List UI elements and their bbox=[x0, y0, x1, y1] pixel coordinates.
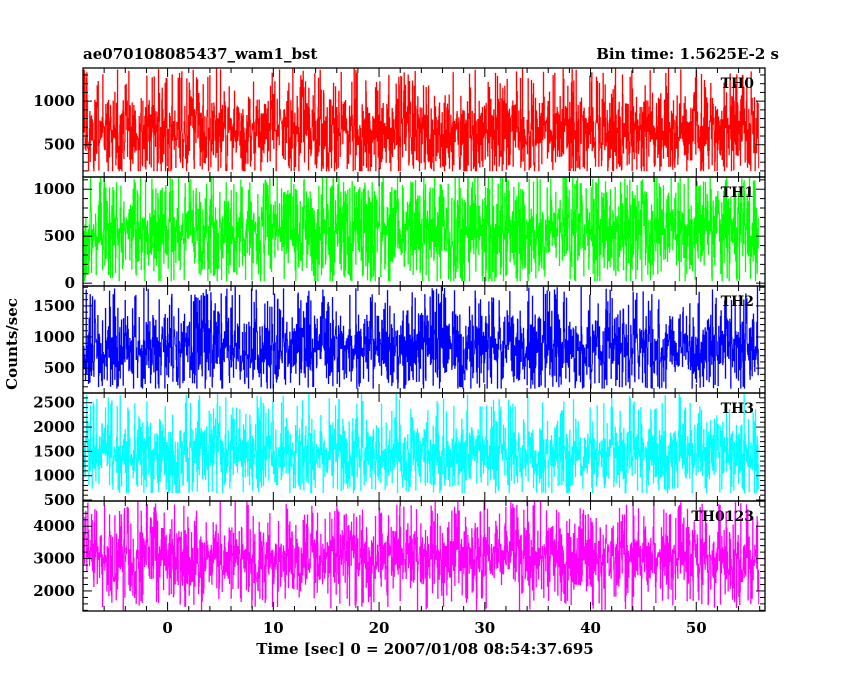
panel-label-th2: TH2 bbox=[721, 294, 754, 310]
panel-th0: 500 1000 TH0 bbox=[33, 67, 766, 178]
y-tick-label: 2000 bbox=[33, 418, 75, 436]
y-tick-label: 3000 bbox=[33, 550, 75, 568]
series-trace-th0123 bbox=[83, 501, 760, 611]
panel-frame bbox=[82, 500, 766, 612]
y-tick-label: 500 bbox=[44, 136, 75, 154]
bin-time: Bin time: 1.5625E-2 s bbox=[596, 45, 779, 63]
y-tick-label: 1000 bbox=[33, 467, 75, 485]
source-name: ae070108085437_wam1_bst bbox=[83, 45, 317, 63]
panel-th2: 500 1000 1500 TH2 bbox=[33, 285, 766, 394]
y-tick-label: 0 bbox=[65, 274, 75, 292]
x-axis-label: Time [sec] 0 = 2007/01/08 08:54:37.695 bbox=[256, 640, 593, 658]
x-tick-label: 20 bbox=[369, 619, 390, 637]
series-trace-th2 bbox=[83, 286, 760, 389]
y-tick-label: 1500 bbox=[33, 297, 75, 315]
panel-th0123: 2000 3000 4000 TH0123 bbox=[33, 500, 766, 612]
series-trace-th3 bbox=[83, 393, 760, 494]
y-tick-label: 1000 bbox=[33, 92, 75, 110]
y-tick-label: 1500 bbox=[33, 442, 75, 460]
x-tick-label: 40 bbox=[580, 619, 601, 637]
y-tick-label: 2000 bbox=[33, 582, 75, 600]
panel-label-th1: TH1 bbox=[721, 185, 754, 201]
series-trace-th1 bbox=[83, 177, 760, 282]
panel-label-th0: TH0 bbox=[721, 76, 755, 92]
y-tick-label: 1000 bbox=[33, 180, 75, 198]
y-tick-label: 2500 bbox=[33, 394, 75, 412]
x-tick-label: 50 bbox=[686, 619, 707, 637]
y-tick-label: 500 bbox=[44, 359, 75, 377]
panel-th3: 500 1000 1500 2000 2500 TH3 bbox=[33, 392, 766, 509]
x-tick-label: 10 bbox=[263, 619, 284, 637]
panel-label-th0123: TH0123 bbox=[691, 509, 754, 525]
y-axis-label: Counts/sec bbox=[3, 298, 21, 390]
x-tick-label: 0 bbox=[162, 619, 172, 637]
y-tick-label: 1000 bbox=[33, 328, 75, 346]
panel-label-th3: TH3 bbox=[721, 401, 754, 417]
y-tick-label: 4000 bbox=[33, 517, 75, 535]
y-tick-label: 500 bbox=[44, 491, 75, 509]
series-trace-th0 bbox=[83, 68, 760, 172]
panel-th1: 0 500 1000 TH1 bbox=[33, 176, 766, 292]
x-tick-label: 30 bbox=[474, 619, 495, 637]
y-tick-label: 500 bbox=[44, 227, 75, 245]
